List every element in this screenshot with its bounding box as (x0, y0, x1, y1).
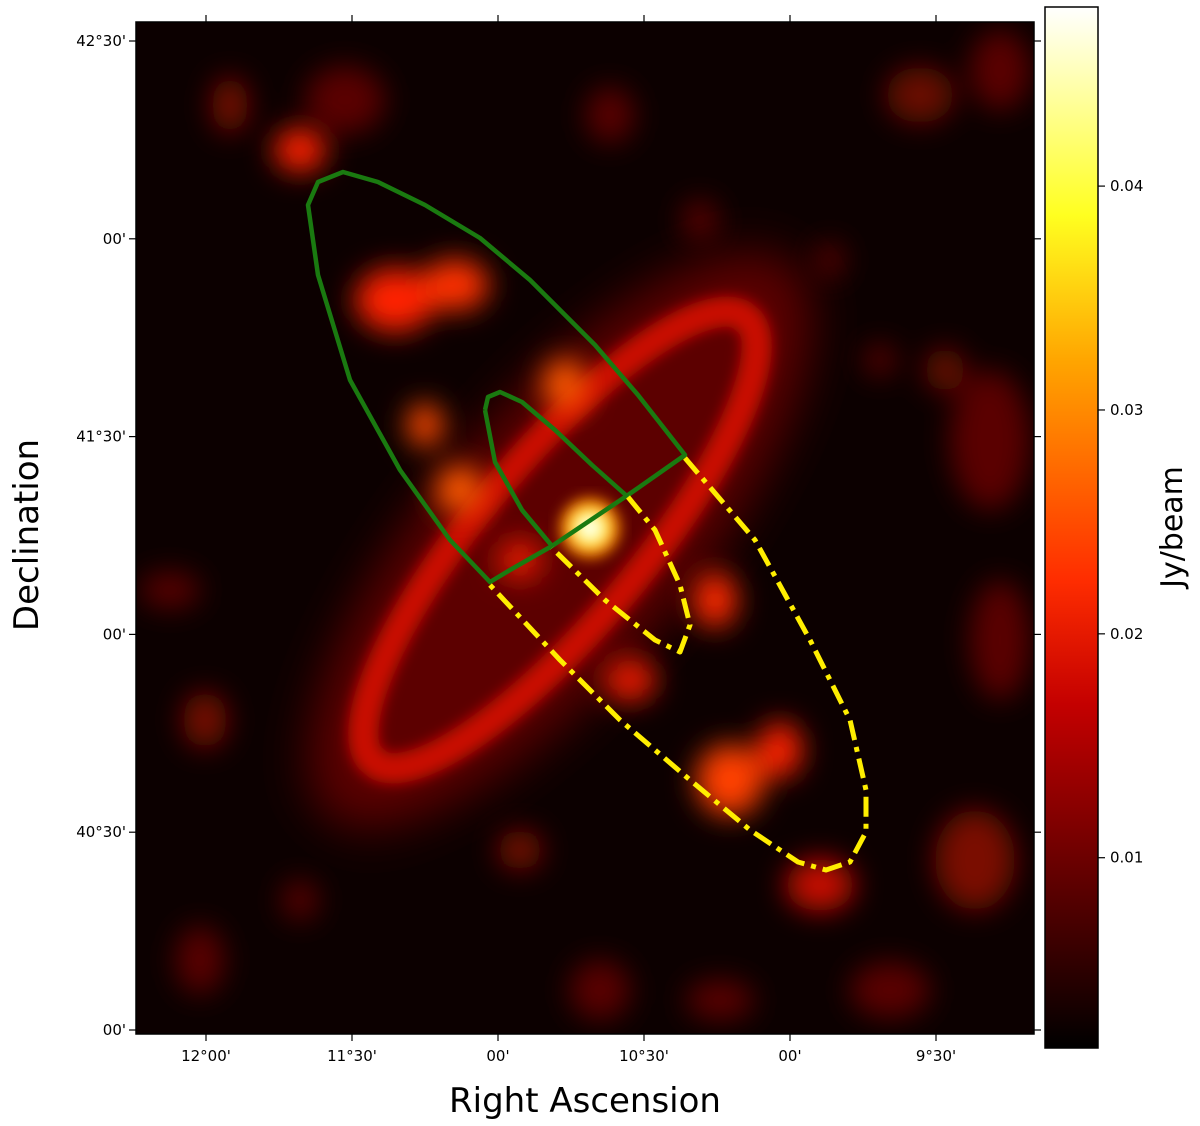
y-axis-title: Declination (7, 439, 47, 631)
colorbar (1044, 6, 1099, 1049)
x-tick-label: 10°30' (619, 1047, 669, 1065)
colorbar-tick-label: 0.02 (1110, 625, 1143, 643)
north-region-inner-left-contour (482, 409, 554, 548)
y-tick-label: 00' (103, 1021, 126, 1039)
colorbar-tick-label: 0.03 (1110, 401, 1143, 419)
y-tick-label: 41°30' (76, 428, 126, 446)
x-axis-ticks: 12°00' 11°30' 00' 10°30' 00' 9°30' (181, 15, 956, 1065)
y-tick-label: 00' (103, 625, 126, 643)
y-tick-label: 42°30' (76, 32, 126, 50)
y-tick-label: 40°30' (76, 823, 126, 841)
x-tick-label: 11°30' (327, 1047, 377, 1065)
colorbar-tick-label: 0.01 (1110, 849, 1143, 867)
colorbar-ticks: 0.01 0.02 0.03 0.04 (1098, 177, 1143, 867)
x-tick-label: 12°00' (181, 1047, 231, 1065)
x-tick-label: 00' (486, 1047, 509, 1065)
x-tick-label: 9°30' (916, 1047, 956, 1065)
colorbar-tick-label: 0.04 (1110, 177, 1143, 195)
x-tick-label: 00' (778, 1047, 801, 1065)
south-region-inner-contour (550, 495, 693, 655)
colorbar-title: Jy/beam (1155, 466, 1190, 590)
y-axis-ticks: 00' 40°30' 00' 41°30' 00' 42°30' (76, 32, 1041, 1039)
x-axis-title: Right Ascension (449, 1081, 721, 1121)
north-region-inner-contour (482, 389, 630, 499)
south-region-outer-contour (488, 456, 869, 873)
y-tick-label: 00' (103, 230, 126, 248)
